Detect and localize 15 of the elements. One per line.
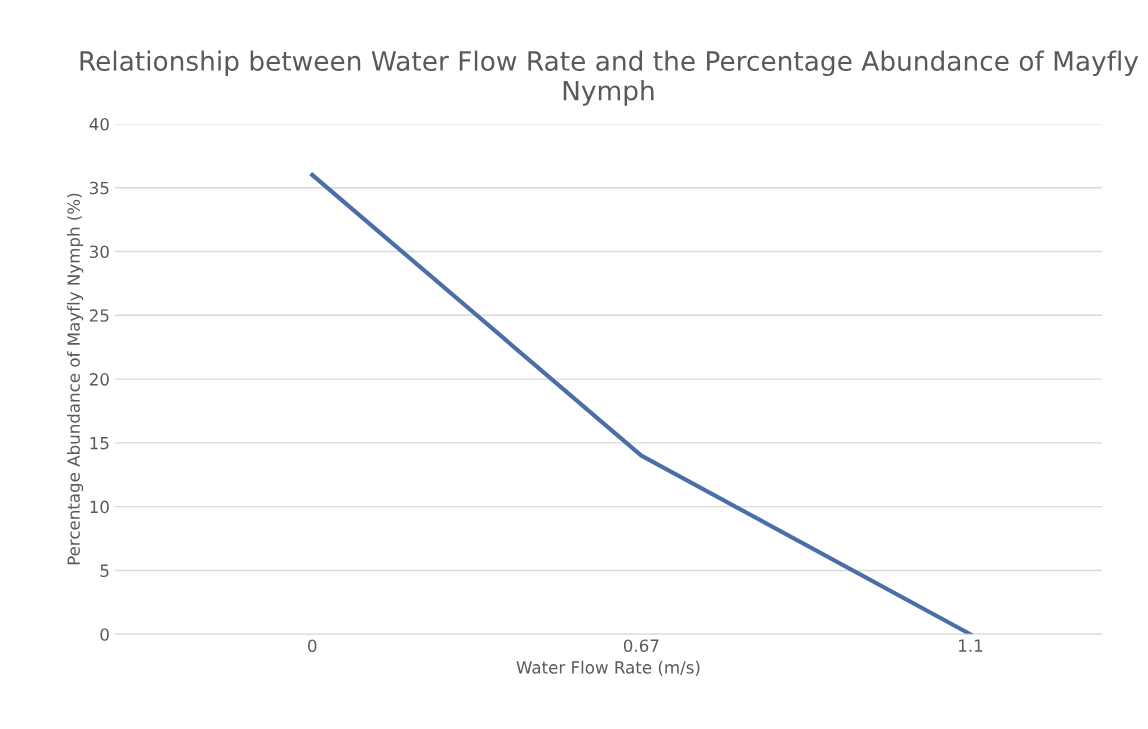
y-tick-label: 30 — [90, 245, 109, 259]
y-tick-label: 15 — [90, 437, 109, 450]
y-tick-label: 20 — [89, 373, 109, 386]
x-tick-label: 0.67 — [623, 639, 659, 652]
y-tick-label: 10 — [90, 500, 109, 514]
y-tick-label: 35 — [90, 181, 109, 195]
x-tick-label: 0 — [308, 639, 317, 652]
y-tick-label: 0 — [100, 628, 109, 641]
y-tick-label: 40 — [89, 117, 109, 131]
x-axis-title: Water Flow Rate (m/s) — [516, 660, 700, 676]
x-tick-label: 1.1 — [959, 639, 983, 652]
y-axis-title: Percentage Abundance of Mayfly Nymph (%) — [67, 193, 84, 565]
y-tick-label: 25 — [89, 309, 109, 322]
chart-title: Relationship between Water Flow Rate and the Percentage Abundance of Mayfly Nymph — [80, 50, 1139, 106]
y-tick-label: 5 — [100, 564, 109, 578]
